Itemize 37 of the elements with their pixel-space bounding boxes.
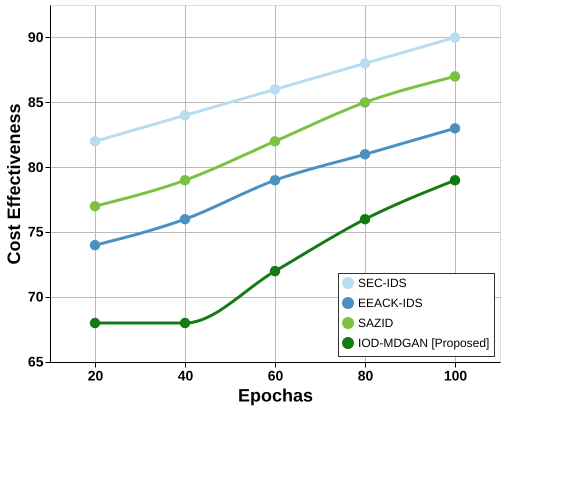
x-tick-label: 40 bbox=[178, 368, 194, 384]
point bbox=[450, 123, 460, 134]
x-tick-label: 20 bbox=[88, 368, 104, 384]
point bbox=[180, 318, 190, 328]
point bbox=[360, 97, 370, 108]
y-tick-label: 90 bbox=[28, 28, 44, 45]
point bbox=[90, 136, 100, 147]
y-tick-label: 75 bbox=[28, 224, 44, 240]
y-tick-label: 85 bbox=[28, 94, 44, 110]
point bbox=[360, 149, 370, 160]
point bbox=[360, 58, 370, 69]
x-axis-title: Epochas bbox=[238, 386, 314, 406]
point bbox=[270, 266, 280, 276]
point bbox=[360, 214, 370, 224]
legend-label: EEACK-IDS bbox=[358, 296, 423, 310]
y-tick-label: 65 bbox=[28, 354, 44, 370]
point bbox=[180, 110, 190, 121]
point bbox=[450, 175, 460, 186]
y-tick-label: 80 bbox=[28, 158, 44, 175]
point bbox=[270, 84, 280, 95]
x-tick-label: 60 bbox=[268, 368, 284, 384]
point bbox=[450, 32, 460, 43]
x-tick-label: 80 bbox=[358, 368, 374, 384]
x-tick-label: 100 bbox=[444, 368, 468, 384]
y-axis-title: Cost Effectiveness bbox=[4, 103, 24, 265]
point bbox=[180, 175, 190, 186]
y-tick-label: 70 bbox=[28, 288, 44, 305]
legend-label: SAZID bbox=[358, 316, 394, 330]
point bbox=[90, 200, 100, 212]
point bbox=[90, 318, 100, 328]
point bbox=[450, 71, 460, 82]
legend-label: SEC-IDS bbox=[358, 276, 407, 290]
point bbox=[270, 175, 280, 186]
point bbox=[90, 240, 100, 250]
point bbox=[270, 136, 280, 147]
point bbox=[180, 214, 190, 224]
legend-label: IOD-MDGAN [Proposed] bbox=[358, 336, 490, 350]
